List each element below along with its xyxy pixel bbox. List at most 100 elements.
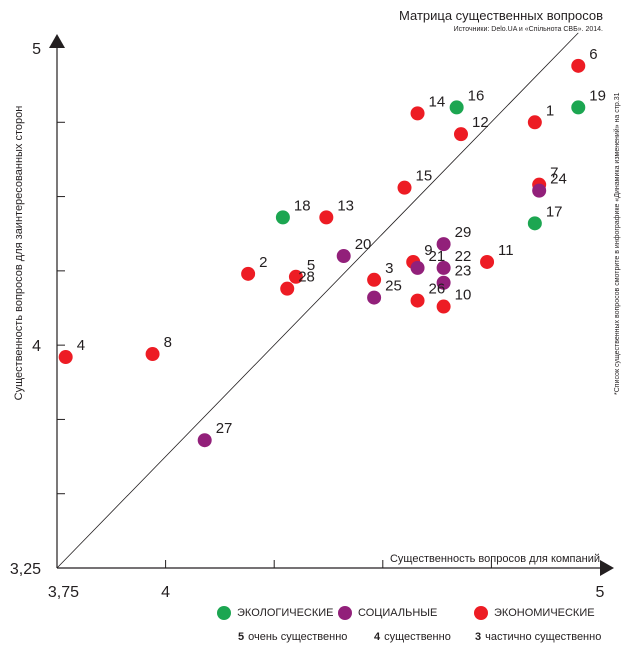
y-axis-title: Существенность вопросов для заинтересова…: [13, 106, 25, 401]
data-point-marker: [571, 100, 586, 115]
data-point: 20: [336, 236, 372, 263]
x-tick-label: 5: [596, 584, 605, 600]
data-point: 6: [571, 46, 598, 73]
data-point-label: 22: [455, 248, 472, 265]
data-point-label: 7: [550, 165, 558, 182]
data-point: 11: [480, 242, 514, 269]
legend-item-social: СОЦИАЛЬНЫЕ: [338, 606, 437, 620]
data-point: 1: [527, 102, 554, 130]
data-point-label: 17: [546, 203, 563, 220]
data-point-label: 9: [424, 242, 432, 259]
data-point: 16: [449, 87, 485, 115]
diagonal-line: [56, 32, 579, 569]
data-point-marker: [241, 266, 256, 281]
data-point-label: 2: [259, 254, 267, 271]
data-point: 5: [288, 257, 315, 284]
legend: ЭКОЛОГИЧЕСКИЕ СОЦИАЛЬНЫЕ ЭКОНОМИЧЕСКИЕ: [0, 606, 633, 626]
data-point: 23: [436, 263, 472, 290]
data-point: 26: [410, 281, 446, 308]
data-point-label: 5: [307, 257, 315, 274]
data-point: 19: [571, 87, 606, 115]
scatter-chart: 3,25 4 5 3,75 4 5 Существенность вопросов для …: [10, 32, 614, 600]
scale-item-5: 5 очень существенно: [238, 631, 348, 643]
data-point-label: 12: [472, 114, 489, 131]
data-point-marker: [436, 275, 451, 290]
y-tick-label: 4: [32, 338, 41, 355]
data-point-label: 19: [589, 87, 606, 104]
data-point-label: 16: [468, 87, 485, 104]
data-point-label: 13: [337, 197, 354, 214]
data-point-label: 27: [216, 420, 233, 437]
legend-dot-ecological: [217, 606, 231, 620]
data-point: 4: [58, 337, 85, 365]
data-point-label: 15: [416, 168, 433, 185]
legend-item-ecological: ЭКОЛОГИЧЕСКИЕ: [217, 606, 334, 620]
data-point: 22: [436, 248, 472, 275]
data-point-marker: [197, 433, 212, 448]
data-point-marker: [367, 272, 382, 287]
data-point-marker: [367, 290, 382, 305]
data-point-marker: [410, 260, 425, 275]
data-point-marker: [319, 210, 334, 225]
legend-label-ecological: ЭКОЛОГИЧЕСКИЕ: [237, 607, 334, 619]
data-point-label: 24: [550, 171, 567, 188]
data-point: 25: [367, 278, 402, 305]
data-point-marker: [397, 180, 412, 195]
chart-source: Источники: Delo.UA и «Спільнота СВБ». 20…: [453, 26, 603, 33]
data-point-marker: [145, 347, 160, 362]
data-point-label: 26: [429, 281, 446, 298]
data-point: 2: [241, 254, 267, 281]
data-point: 14: [410, 93, 446, 121]
data-point: 18: [275, 197, 311, 225]
data-point-marker: [275, 210, 290, 225]
y-tick-label: 5: [32, 41, 41, 58]
y-tick-label: 3,25: [10, 561, 41, 578]
data-point: 29: [436, 224, 471, 252]
data-point-label: 10: [455, 287, 472, 304]
legend-dot-economic: [474, 606, 488, 620]
data-point-marker: [532, 183, 547, 198]
data-point-label: 6: [589, 46, 597, 63]
data-point-label: 21: [429, 248, 446, 265]
x-axis-title: Существенность вопросов для компаний: [390, 553, 600, 565]
data-point-label: 3: [385, 260, 393, 277]
data-point-marker: [410, 293, 425, 308]
legend-label-economic: ЭКОНОМИЧЕСКИЕ: [494, 607, 595, 619]
legend-dot-social: [338, 606, 352, 620]
x-tick-label: 4: [161, 584, 170, 600]
data-point-label: 11: [498, 242, 514, 259]
data-point-marker: [449, 100, 464, 115]
data-point-marker: [436, 299, 451, 314]
x-axis-arrow: [600, 560, 614, 576]
x-tick-label: 3,75: [48, 584, 79, 600]
data-point-label: 4: [77, 337, 85, 354]
data-point: 3: [367, 260, 393, 287]
data-point-marker: [527, 216, 542, 231]
data-point-label: 25: [385, 278, 402, 295]
scale-item-4: 4 существенно: [374, 631, 451, 643]
data-point-marker: [436, 237, 451, 252]
data-point: 8: [145, 334, 172, 362]
data-point-marker: [288, 269, 303, 284]
data-point: 28: [280, 269, 315, 296]
data-point-marker: [436, 260, 451, 275]
data-point-label: 23: [455, 263, 472, 280]
data-point-marker: [571, 58, 586, 73]
chart-title: Матрица существенных вопросов: [399, 8, 603, 23]
data-point: 13: [319, 197, 354, 225]
data-point: 12: [453, 114, 489, 142]
data-point-label: 28: [298, 269, 315, 286]
data-point-label: 1: [546, 102, 554, 119]
data-point-marker: [527, 115, 542, 130]
data-point-label: 20: [355, 236, 372, 253]
legend-label-social: СОЦИАЛЬНЫЕ: [358, 607, 438, 619]
data-point: 10: [436, 287, 472, 314]
data-point-marker: [336, 249, 351, 263]
data-point-marker: [453, 127, 468, 142]
data-point-marker: [58, 350, 73, 365]
scale-item-3: 3 частично существенно: [475, 631, 602, 643]
data-point-marker: [480, 254, 495, 269]
data-point-label: 14: [429, 93, 446, 110]
data-point: 15: [397, 168, 433, 195]
legend-item-economic: ЭКОНОМИЧЕСКИЕ: [474, 606, 595, 620]
